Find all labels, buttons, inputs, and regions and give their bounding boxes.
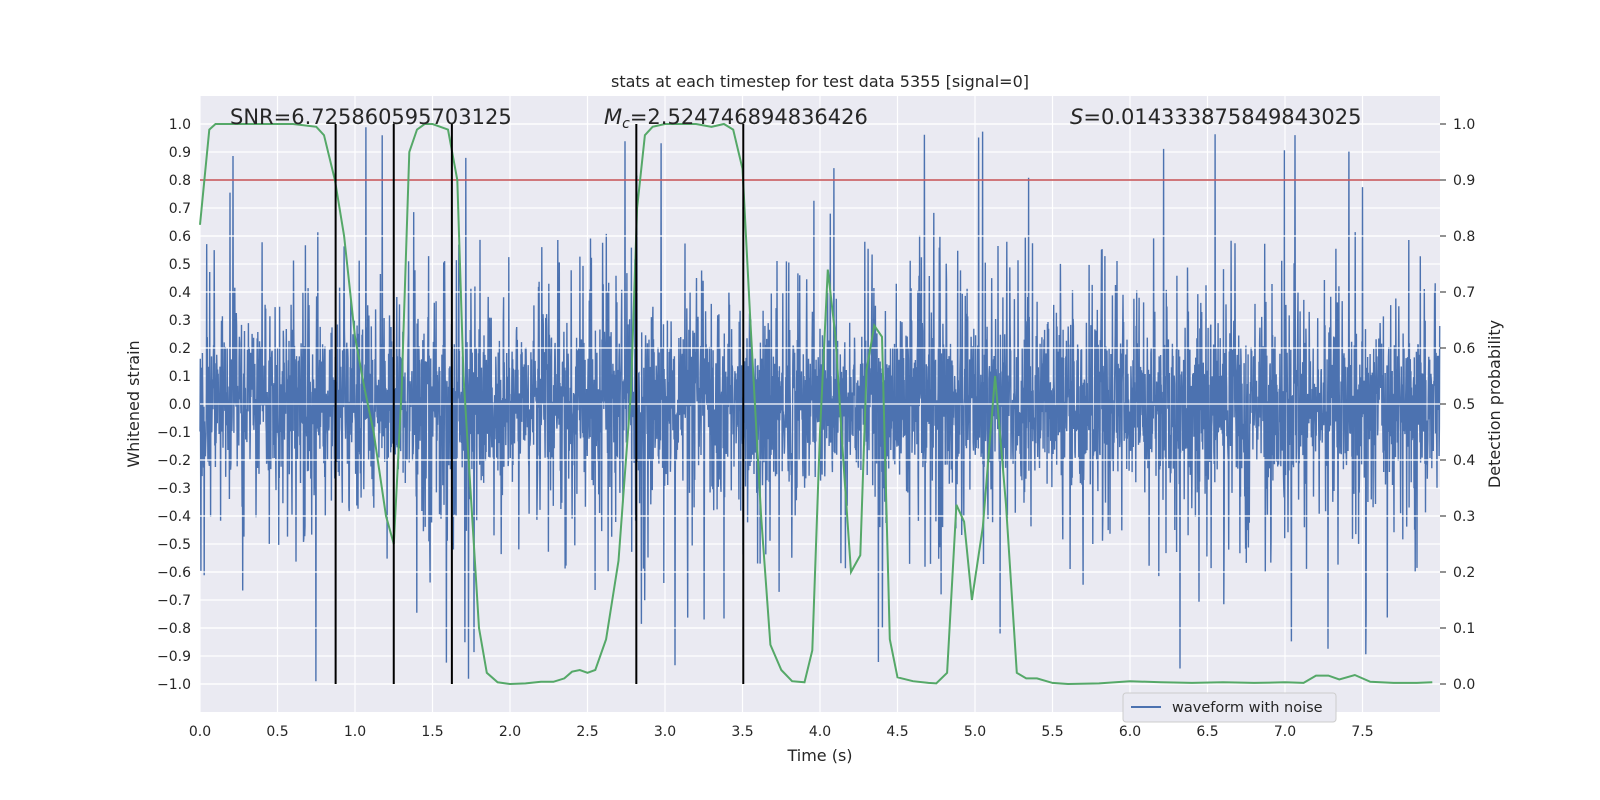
x-tick-label-8: 4.0 bbox=[809, 724, 831, 740]
chirp-mass-subscript: c bbox=[622, 116, 630, 132]
y2-tick-label-7: 0.7 bbox=[1453, 285, 1475, 301]
y2-tick-label-6: 0.6 bbox=[1453, 341, 1475, 357]
y-tick-label-11: 0.1 bbox=[169, 369, 191, 385]
ticks: 0.0 0.5 1.0 1.5 2.0 2.5 3.0 3.5 4.0 4.5 5.0 5.5 6.0 6… bbox=[157, 117, 1475, 740]
legend: waveform with noise bbox=[1122, 692, 1337, 723]
x-tick-label-3: 1.5 bbox=[421, 724, 443, 740]
y2-tick-label-1: 0.1 bbox=[1453, 621, 1475, 637]
chart-title: stats at each timestep for test data 535… bbox=[611, 72, 1029, 91]
x-tick-label-0: 0.0 bbox=[189, 724, 211, 740]
y-tick-label-18: 0.8 bbox=[169, 173, 191, 189]
y-tick-label-13: 0.3 bbox=[169, 313, 191, 329]
y2-tick-label-4: 0.4 bbox=[1453, 453, 1475, 469]
snr-annotation: SNR=6.725860595703125 bbox=[230, 105, 512, 129]
y-axis-label: Whitened strain bbox=[124, 340, 143, 467]
y-tick-label-0: −1.0 bbox=[157, 677, 191, 693]
waveform-layer bbox=[199, 127, 1441, 682]
y-tick-label-12: 0.2 bbox=[169, 341, 191, 357]
x-tick-label-10: 5.0 bbox=[964, 724, 986, 740]
y2-tick-label-8: 0.8 bbox=[1453, 229, 1475, 245]
y-tick-label-15: 0.5 bbox=[169, 257, 191, 273]
x-axis-label: Time (s) bbox=[786, 746, 852, 765]
probability-layer bbox=[199, 122, 1433, 686]
y-tick-label-14: 0.4 bbox=[169, 285, 191, 301]
s-statistic-symbol: S bbox=[1070, 105, 1083, 129]
probability-series bbox=[199, 122, 1433, 686]
y-tick-label-10: 0.0 bbox=[169, 397, 191, 413]
waveform-series bbox=[199, 127, 1441, 682]
x-tick-label-7: 3.5 bbox=[731, 724, 753, 740]
legend-box bbox=[1122, 692, 1337, 723]
y-tick-label-16: 0.6 bbox=[169, 229, 191, 245]
x-tick-label-13: 6.5 bbox=[1196, 724, 1218, 740]
y-tick-label-7: −0.3 bbox=[157, 481, 191, 497]
y-tick-label-6: −0.4 bbox=[157, 509, 191, 525]
y-tick-label-4: −0.6 bbox=[157, 565, 191, 581]
y-tick-label-9: −0.1 bbox=[157, 425, 191, 441]
y-tick-label-19: 0.9 bbox=[169, 145, 191, 161]
x-tick-label-9: 4.5 bbox=[886, 724, 908, 740]
x-tick-label-6: 3.0 bbox=[654, 724, 676, 740]
x-tick-label-2: 1.0 bbox=[344, 724, 366, 740]
y-tick-label-20: 1.0 bbox=[169, 117, 191, 133]
y2-tick-label-3: 0.3 bbox=[1453, 509, 1475, 525]
y-tick-label-2: −0.8 bbox=[157, 621, 191, 637]
y-tick-label-17: 0.7 bbox=[169, 201, 191, 217]
chirp-mass-symbol: M bbox=[604, 105, 622, 129]
chirp-mass-annotation: Mc=2.524746894836426 bbox=[604, 105, 868, 132]
x-tick-label-1: 0.5 bbox=[266, 724, 288, 740]
vertical-lines bbox=[334, 124, 745, 684]
y-tick-label-5: −0.5 bbox=[157, 537, 191, 553]
y-tick-label-1: −0.9 bbox=[157, 649, 191, 665]
y-tick-label-3: −0.7 bbox=[157, 593, 191, 609]
s-statistic-value: =0.014333875849843025 bbox=[1083, 105, 1361, 129]
y2-tick-label-2: 0.2 bbox=[1453, 565, 1475, 581]
x-tick-label-4: 2.0 bbox=[499, 724, 521, 740]
legend-label-waveform: waveform with noise bbox=[1172, 700, 1323, 716]
s-statistic-annotation: S=0.014333875849843025 bbox=[1070, 105, 1361, 129]
y2-tick-label-9: 0.9 bbox=[1453, 173, 1475, 189]
y2-axis-label: Detection probability bbox=[1485, 320, 1504, 488]
chirp-mass-value: =2.524746894836426 bbox=[630, 105, 868, 129]
x-tick-label-5: 2.5 bbox=[576, 724, 598, 740]
y2-tick-label-0: 0.0 bbox=[1453, 677, 1475, 693]
x-tick-label-12: 6.0 bbox=[1119, 724, 1141, 740]
x-tick-label-14: 7.0 bbox=[1274, 724, 1296, 740]
x-tick-label-11: 5.5 bbox=[1041, 724, 1063, 740]
y2-tick-label-10: 1.0 bbox=[1453, 117, 1475, 133]
y2-tick-label-5: 0.5 bbox=[1453, 397, 1475, 413]
x-tick-label-15: 7.5 bbox=[1351, 724, 1373, 740]
y-tick-label-8: −0.2 bbox=[157, 453, 191, 469]
